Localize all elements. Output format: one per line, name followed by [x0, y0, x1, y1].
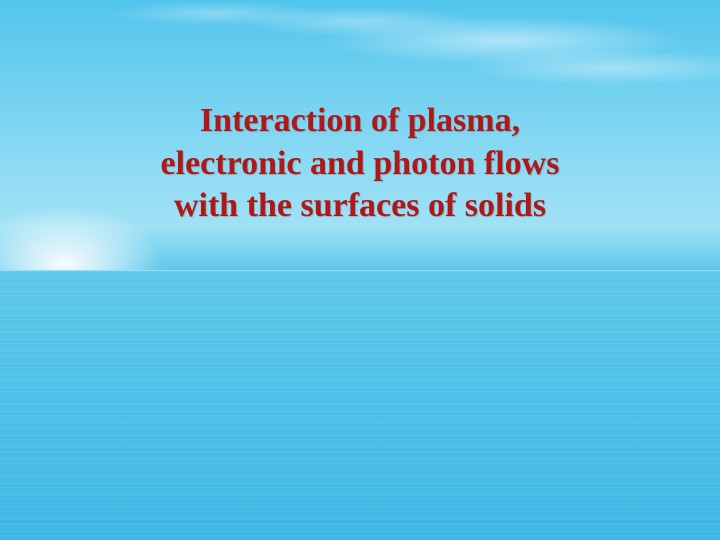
title-line-3: with the surfaces of solids [174, 187, 546, 224]
title-line-1: Interaction of plasma, [200, 102, 520, 139]
slide-title: Interaction of plasma, electronic and ph… [0, 100, 720, 228]
presentation-slide: Interaction of plasma, electronic and ph… [0, 0, 720, 540]
title-line-2: electronic and photon flows [161, 145, 560, 182]
horizon-line [0, 270, 720, 271]
sea-water [0, 270, 720, 540]
